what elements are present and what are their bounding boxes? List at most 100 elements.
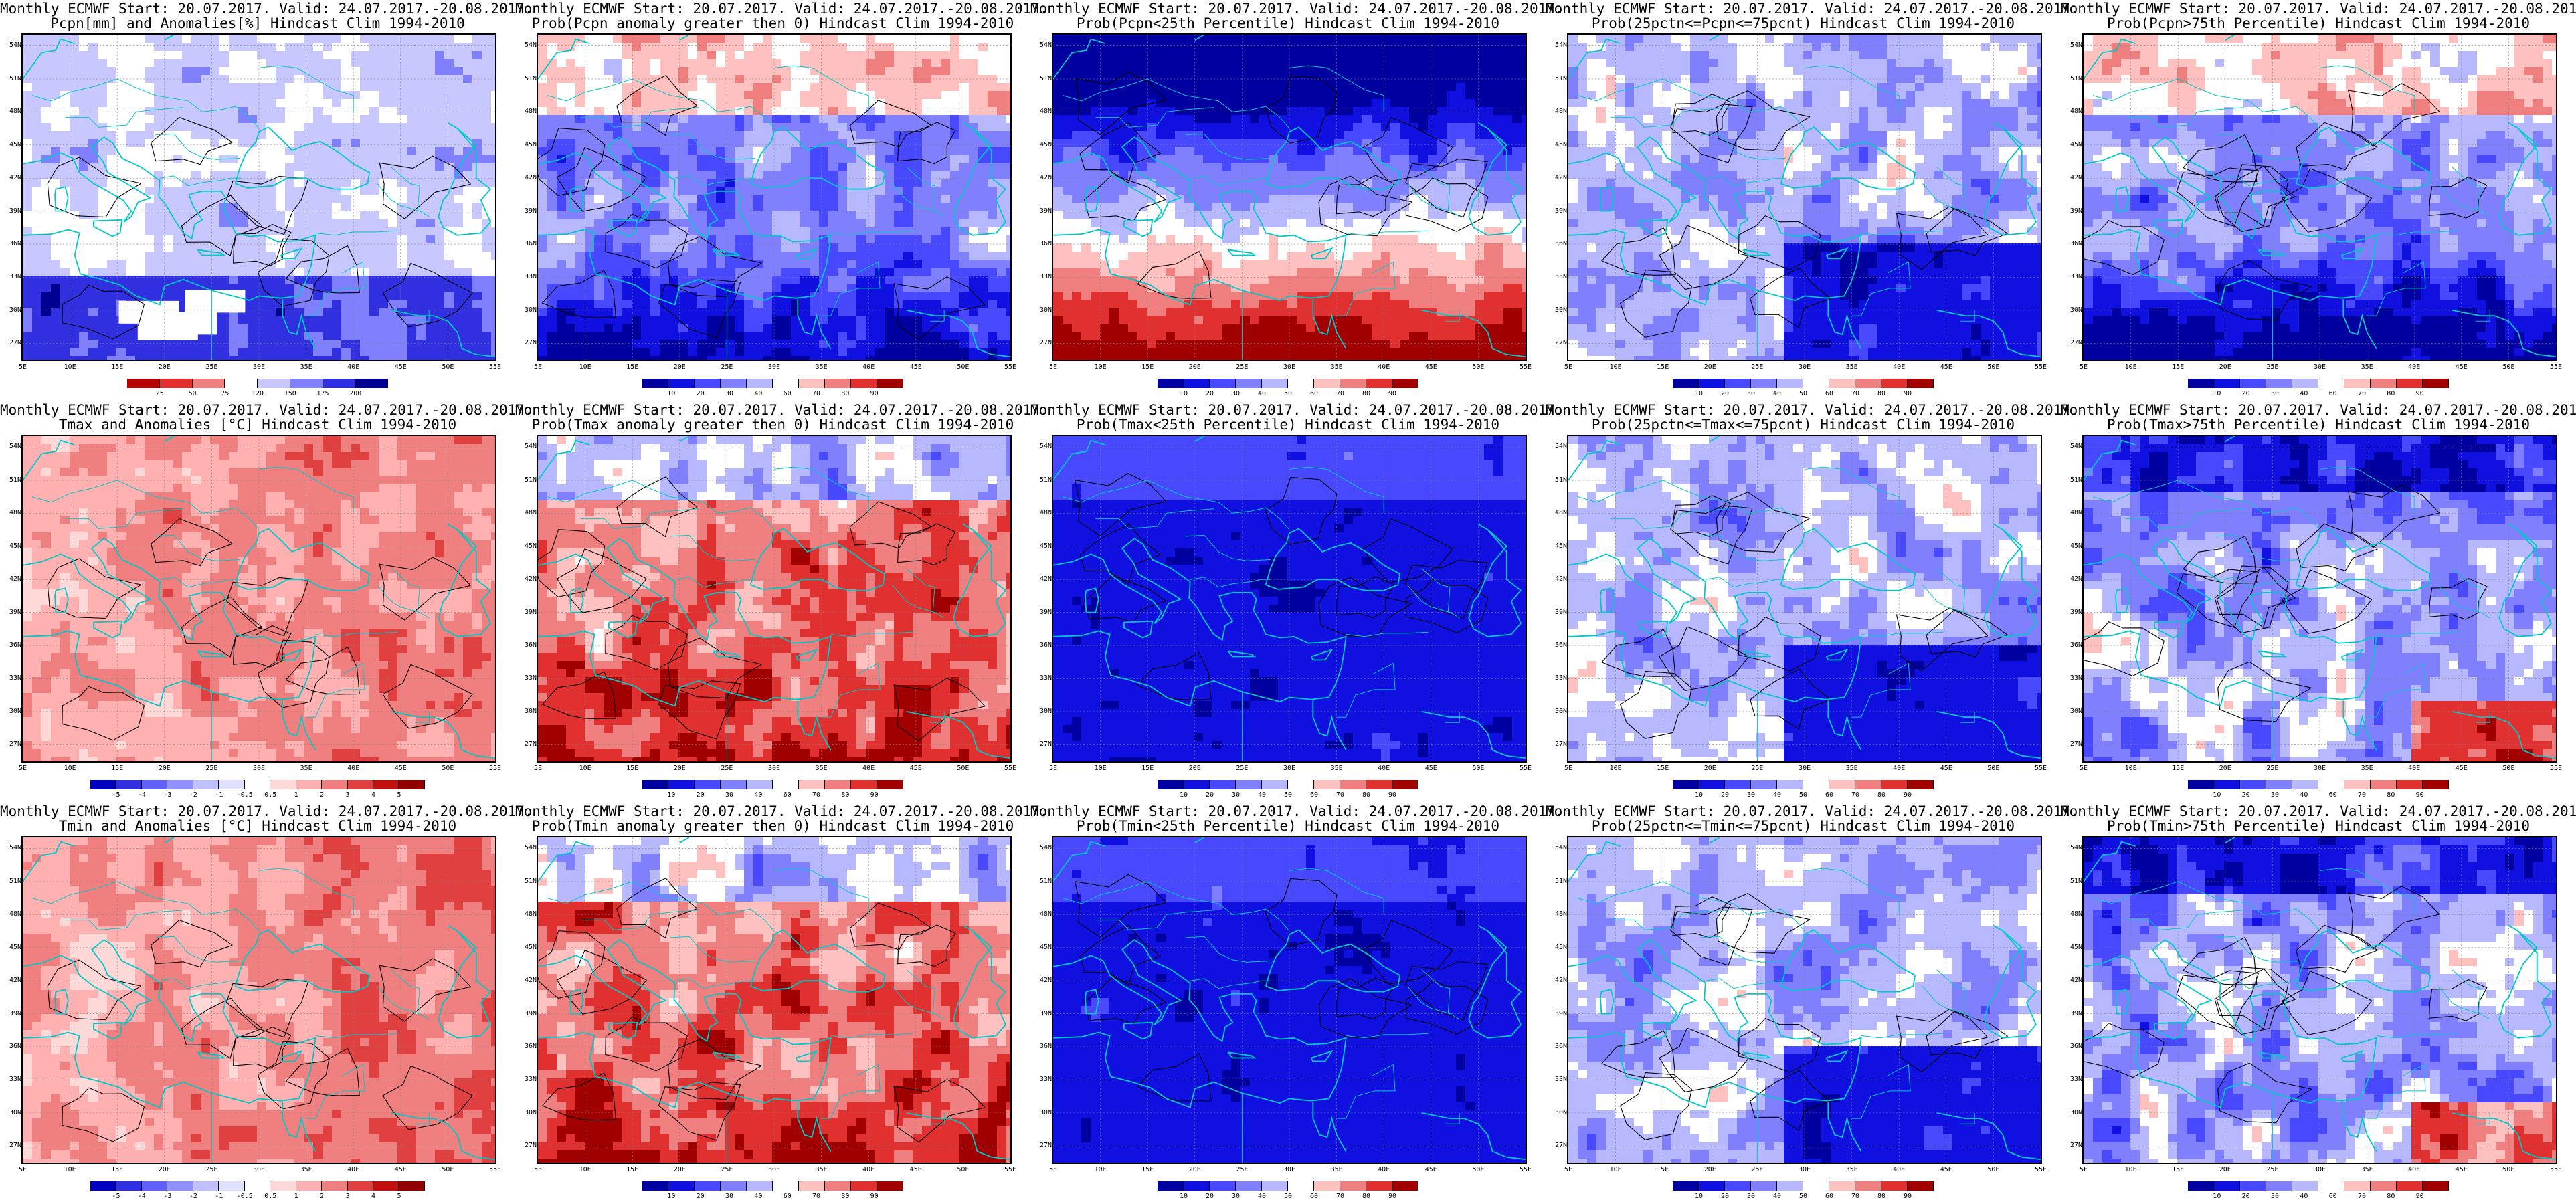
field-cell [828, 51, 838, 60]
field-cell [407, 67, 417, 76]
field-cell [697, 163, 707, 172]
field-cell [70, 316, 80, 324]
field-cell [641, 171, 651, 180]
field-cell [866, 348, 876, 357]
field-cell [735, 187, 745, 196]
field-cell [1484, 107, 1494, 116]
field-cell [988, 211, 998, 220]
field-cell [313, 203, 323, 212]
field-cell [678, 43, 688, 52]
field-cell [369, 59, 379, 68]
field-cell [566, 99, 576, 108]
field-cell [585, 139, 595, 148]
field-cell [379, 316, 389, 324]
field-cell [697, 43, 707, 52]
coastline [608, 219, 638, 237]
field-cell [1315, 67, 1325, 76]
field-cell [856, 356, 866, 360]
field-cell [1409, 83, 1419, 92]
field-cell [885, 195, 895, 204]
field-cell [650, 67, 660, 76]
field-cell [669, 75, 679, 84]
field-cell [781, 91, 792, 100]
field-cell [182, 139, 192, 148]
field-cell [641, 139, 651, 148]
field-cell [332, 276, 342, 284]
field-cell [229, 107, 239, 116]
field-cell [791, 348, 801, 357]
field-cell [360, 67, 370, 76]
field-cell [847, 356, 857, 360]
field-cell [135, 91, 145, 100]
field-cell [969, 83, 979, 92]
field-cell [538, 300, 548, 308]
field-cell [491, 131, 495, 140]
field-cell [60, 83, 70, 92]
field-cell [566, 316, 576, 324]
field-cell [781, 260, 792, 268]
field-cell [1091, 51, 1101, 60]
field-cell [426, 139, 436, 148]
field-cell [969, 243, 979, 252]
field-cell [547, 83, 557, 92]
field-cell [341, 75, 351, 84]
field-cell [407, 252, 417, 260]
field-cell [650, 300, 660, 308]
field-cell [781, 324, 792, 332]
field-cell [1306, 43, 1316, 52]
field-cell [838, 107, 848, 116]
field-cell [716, 131, 726, 140]
field-cell [856, 147, 866, 156]
colorbar-tick-label: 20 [691, 390, 711, 397]
field-cell [472, 243, 482, 252]
field-cell [735, 59, 745, 68]
field-cell [1522, 67, 1526, 76]
field-cell [397, 227, 407, 236]
field-cell [1222, 67, 1232, 76]
field-cell [88, 316, 98, 324]
field-cell [454, 83, 464, 92]
field-cell [875, 171, 885, 180]
field-cell [856, 252, 866, 260]
field-cell [641, 308, 651, 316]
field-cell [426, 123, 436, 132]
field-cell [360, 51, 370, 60]
field-cell [426, 268, 436, 276]
field-cell [819, 187, 829, 196]
field-cell [1128, 75, 1138, 84]
field-cell [613, 284, 623, 292]
field-cell [763, 348, 773, 357]
field-cell [650, 284, 660, 292]
field-cell [707, 235, 717, 244]
field-cell [332, 243, 342, 252]
field-cell [622, 147, 632, 156]
field-cell [669, 308, 679, 316]
field-cell [323, 115, 333, 124]
field-cell [1231, 75, 1241, 84]
field-cell [219, 107, 229, 116]
field-cell [397, 75, 407, 84]
field-cell [482, 99, 492, 108]
field-cell [41, 243, 52, 252]
field-cell [941, 155, 951, 164]
field-cell [641, 91, 651, 100]
field-cell [1006, 99, 1010, 108]
field-cell [697, 83, 707, 92]
field-cell [669, 35, 679, 43]
field-cell [978, 300, 988, 308]
field-cell [650, 75, 660, 84]
field-cell [725, 35, 735, 43]
field-cell [997, 107, 1007, 116]
field-cell [997, 356, 1007, 360]
field-cell [454, 235, 464, 244]
field-cell [426, 292, 436, 300]
field-cell [753, 332, 763, 340]
field-cell [1100, 59, 1110, 68]
field-cell [304, 211, 314, 220]
field-cell [116, 284, 126, 292]
field-cell [847, 83, 857, 92]
field-cell [697, 107, 707, 116]
field-cell [323, 139, 333, 148]
field-cell [1081, 59, 1091, 68]
field-cell [369, 67, 379, 76]
